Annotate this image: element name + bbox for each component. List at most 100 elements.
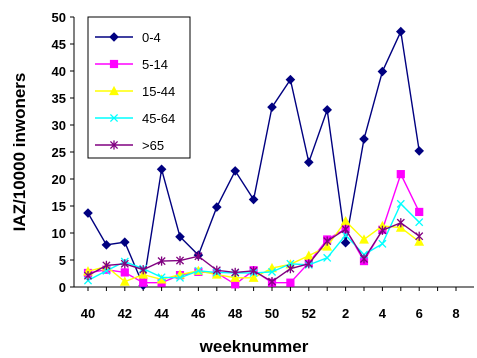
legend-box xyxy=(87,16,191,159)
data-point xyxy=(157,256,166,266)
data-point xyxy=(175,273,185,282)
data-point xyxy=(101,240,112,250)
x-axis-title: weeknummer xyxy=(199,337,309,356)
data-point xyxy=(396,199,405,208)
data-point xyxy=(211,202,222,212)
legend: 0-4 5-14 15-44 45-64 >65 xyxy=(87,16,191,159)
series-layer xyxy=(83,26,425,291)
x-tick-label: 48 xyxy=(228,306,242,321)
legend-item: 15-44 xyxy=(95,84,175,99)
data-point xyxy=(414,146,425,156)
data-point xyxy=(194,251,203,261)
y-tick-label: 15 xyxy=(52,199,66,214)
data-point xyxy=(175,255,185,266)
data-point xyxy=(340,237,351,248)
x-tick-label: 44 xyxy=(154,306,169,321)
x-tick-label: 50 xyxy=(265,306,279,321)
x-tick-label: 8 xyxy=(452,306,459,321)
data-point xyxy=(120,259,129,269)
y-axis-title: IAZ/10000 inwoners xyxy=(10,73,29,232)
data-point xyxy=(139,278,148,287)
data-point xyxy=(83,271,93,281)
series-65 xyxy=(83,218,424,287)
data-point xyxy=(415,218,424,227)
x-tick-label: 2 xyxy=(342,306,349,321)
data-point xyxy=(285,74,296,85)
y-tick-label: 45 xyxy=(52,37,66,52)
data-point xyxy=(303,250,314,260)
data-point xyxy=(415,231,424,241)
y-tick-label: 0 xyxy=(59,280,66,295)
data-point xyxy=(102,260,111,270)
data-point xyxy=(303,157,314,168)
data-point xyxy=(395,222,406,232)
legend-label: >65 xyxy=(142,138,164,153)
x-tick-label: 40 xyxy=(81,306,95,321)
data-point xyxy=(157,273,166,282)
y-tick-label: 50 xyxy=(52,10,66,25)
data-point xyxy=(230,272,241,282)
data-point xyxy=(231,267,240,278)
data-point xyxy=(396,170,405,179)
data-point xyxy=(248,272,259,282)
legend-item: 0-4 xyxy=(95,30,161,45)
legend-marker xyxy=(109,113,119,123)
data-point xyxy=(359,234,369,244)
data-point xyxy=(212,265,221,275)
legend-item: >65 xyxy=(95,138,164,153)
y-tick-label: 10 xyxy=(52,226,66,241)
data-point xyxy=(304,259,313,269)
legend-label: 15-44 xyxy=(142,84,175,99)
data-point xyxy=(359,134,369,144)
data-point xyxy=(396,218,405,228)
data-point xyxy=(378,239,387,248)
data-point xyxy=(267,267,277,276)
legend-marker xyxy=(109,59,119,69)
data-point xyxy=(415,207,424,217)
legend-item: 5-14 xyxy=(95,57,168,72)
y-tick-label: 5 xyxy=(59,253,66,268)
data-point xyxy=(378,225,387,235)
data-point xyxy=(249,266,258,276)
data-point xyxy=(248,194,259,205)
data-point xyxy=(322,241,333,251)
data-point xyxy=(119,237,130,247)
x-axis-ticks: 40 42 44 46 48 50 52 2 4 6 8 xyxy=(81,287,460,321)
legend-label: 0-4 xyxy=(142,30,161,45)
data-point xyxy=(156,164,167,175)
y-axis-ticks: 0 5 10 15 20 25 30 35 40 45 50 xyxy=(52,10,74,295)
legend-label: 45-64 xyxy=(142,111,175,126)
legend-marker xyxy=(109,32,119,42)
data-point xyxy=(120,268,129,277)
data-point xyxy=(267,277,277,287)
data-point xyxy=(230,166,241,176)
data-point xyxy=(286,264,295,274)
legend-items: 0-4 5-14 15-44 45-64 >65 xyxy=(95,30,175,153)
data-point xyxy=(194,266,203,275)
data-point xyxy=(377,66,388,77)
y-tick-label: 30 xyxy=(52,118,66,133)
data-point xyxy=(175,231,185,242)
y-tick-label: 25 xyxy=(52,145,66,160)
legend-marker xyxy=(109,140,119,150)
data-point xyxy=(359,254,369,264)
data-point xyxy=(119,276,130,286)
data-point xyxy=(138,269,149,279)
y-tick-label: 20 xyxy=(52,172,66,187)
data-point xyxy=(323,236,332,246)
legend-item: 45-64 xyxy=(95,111,175,126)
x-tick-label: 4 xyxy=(379,306,387,321)
data-point xyxy=(139,265,148,275)
x-tick-label: 52 xyxy=(302,306,316,321)
x-tick-label: 42 xyxy=(118,306,132,321)
x-tick-label: 46 xyxy=(191,306,205,321)
data-point xyxy=(341,224,350,234)
data-point xyxy=(414,236,425,246)
data-point xyxy=(267,102,277,112)
data-point xyxy=(286,278,295,287)
x-tick-label: 6 xyxy=(416,306,423,321)
legend-label: 5-14 xyxy=(142,57,168,72)
y-tick-label: 35 xyxy=(52,91,66,106)
legend-marker xyxy=(109,85,119,96)
